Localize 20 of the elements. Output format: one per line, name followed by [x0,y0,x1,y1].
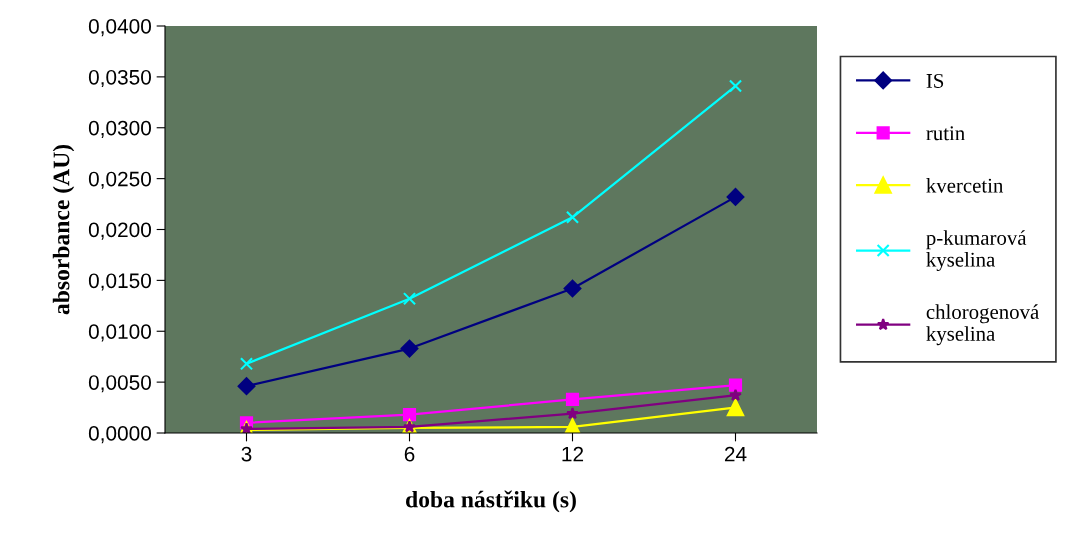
x-tick-label: 3 [241,446,252,462]
legend-label: kvercetin [926,177,1004,193]
y-tick-label: 0,0000 [88,426,151,444]
legend-label: p-kumarová kyselina [926,230,1027,271]
x-axis-title: doba nástřiku (s) [406,490,576,513]
y-tick-label: 0,0200 [88,222,151,240]
y-tick-label: 0,0100 [88,324,151,342]
x-tick-label: 24 [724,446,747,462]
legend-label: IS [926,73,944,88]
y-tick-label: 0,0300 [88,120,151,138]
y-tick-label: 0,0050 [88,375,151,393]
x-tick-label: 12 [562,446,584,462]
y-tick-label: 0,0350 [88,69,151,88]
legend-label: chlorogenová kyselina [926,304,1039,346]
y-tick-label: 0,0400 [88,19,151,37]
y-tick-label: 0,0150 [88,273,151,291]
x-tick-label: 6 [404,446,415,462]
y-tick-label: 0,0250 [88,171,151,189]
y-axis-title: absorbance (AU) [52,144,75,315]
legend-label: rutin [926,126,965,141]
